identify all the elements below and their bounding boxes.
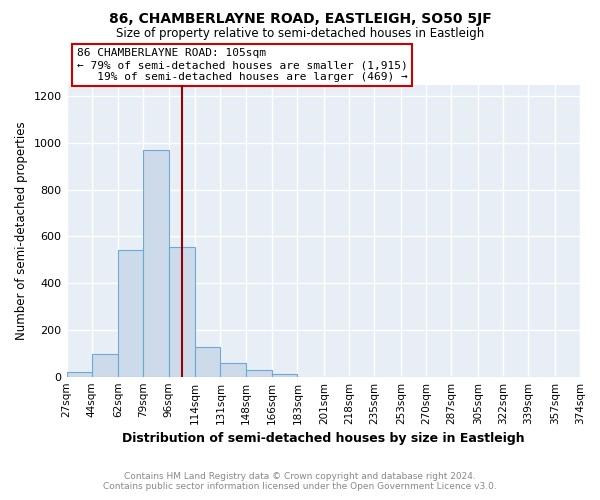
Bar	[92, 354, 118, 376]
Bar	[272, 374, 298, 376]
Bar	[67, 372, 92, 376]
Text: Contains HM Land Registry data © Crown copyright and database right 2024.
Contai: Contains HM Land Registry data © Crown c…	[103, 472, 497, 491]
Bar	[245, 370, 272, 376]
Bar	[118, 250, 143, 376]
Bar	[169, 247, 195, 376]
Text: 86, CHAMBERLAYNE ROAD, EASTLEIGH, SO50 5JF: 86, CHAMBERLAYNE ROAD, EASTLEIGH, SO50 5…	[109, 12, 491, 26]
Bar	[143, 150, 169, 376]
Text: Size of property relative to semi-detached houses in Eastleigh: Size of property relative to semi-detach…	[116, 28, 484, 40]
Bar	[195, 348, 220, 376]
Y-axis label: Number of semi-detached properties: Number of semi-detached properties	[15, 122, 28, 340]
X-axis label: Distribution of semi-detached houses by size in Eastleigh: Distribution of semi-detached houses by …	[122, 432, 524, 445]
Text: 86 CHAMBERLAYNE ROAD: 105sqm
← 79% of semi-detached houses are smaller (1,915)
 : 86 CHAMBERLAYNE ROAD: 105sqm ← 79% of se…	[77, 48, 407, 82]
Bar	[220, 362, 245, 376]
